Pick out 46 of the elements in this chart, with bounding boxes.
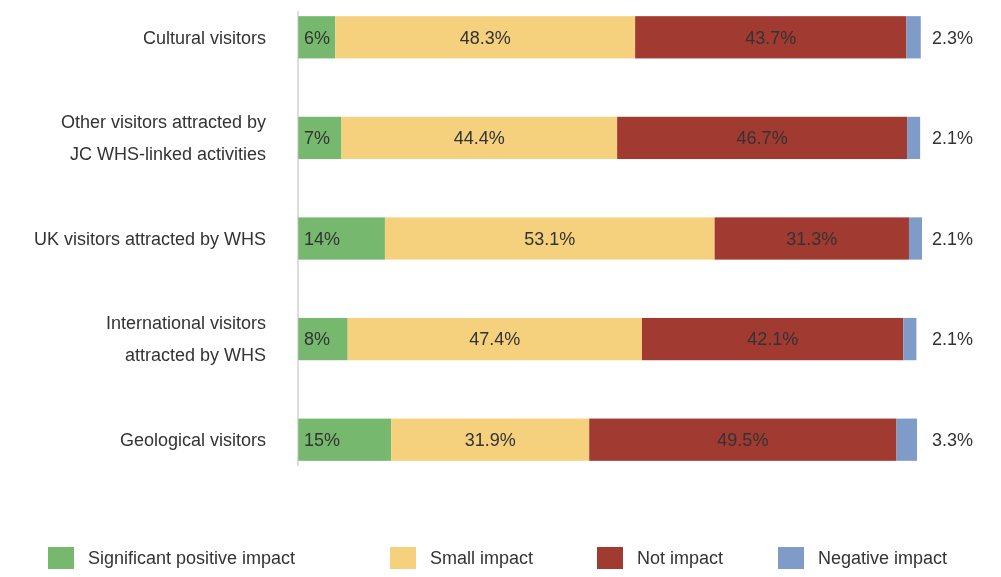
data-label: 49.5% (717, 430, 769, 450)
data-label: 31.9% (464, 430, 516, 450)
bar (298, 418, 392, 461)
bar (384, 217, 715, 260)
data-label: 44.4% (453, 128, 505, 149)
bar (617, 116, 908, 160)
bar (714, 217, 909, 260)
data-label: 7% (304, 128, 331, 149)
bar (589, 418, 897, 461)
data-label: 6% (304, 27, 331, 48)
y-tick-label: Other visitors attracted by JC WHS-linked activities (60, 112, 266, 165)
bar (391, 418, 590, 461)
bar (903, 317, 917, 361)
data-label: 43.7% (745, 27, 797, 48)
bar (347, 317, 642, 361)
legend-label: Small impact (430, 548, 534, 569)
legend-label: Not impact (637, 548, 724, 569)
data-label: 3.3% (932, 430, 974, 450)
data-label: 8% (304, 329, 331, 350)
y-tick-label: Geological visitors (119, 430, 266, 450)
legend-label: Negative impact (818, 548, 948, 569)
data-label: 46.7% (736, 128, 788, 149)
data-label: 2.1% (932, 228, 974, 249)
data-label: 31.3% (786, 228, 838, 249)
bar (298, 217, 385, 260)
bar (896, 418, 918, 461)
y-tick-label: International visitors attracted by WHS (105, 313, 266, 366)
data-label: 2.1% (932, 128, 974, 149)
bar (908, 217, 922, 260)
bar (635, 16, 907, 59)
bar (641, 317, 904, 361)
bar (907, 116, 921, 160)
y-tick-label: Cultural visitors (142, 27, 266, 48)
data-label: 2.3% (932, 27, 974, 48)
bar (335, 16, 636, 59)
data-label: 47.4% (469, 329, 521, 350)
data-label: 48.3% (459, 27, 511, 48)
bar (906, 16, 921, 59)
data-label: 53.1% (524, 228, 576, 249)
bar (341, 116, 618, 160)
legend-label: Significant positive impact (88, 548, 296, 569)
y-tick-label: UK visitors attracted by WHS (33, 228, 266, 249)
data-label: 42.1% (747, 329, 799, 350)
data-label: 14% (304, 228, 341, 249)
data-label: 15% (304, 430, 341, 450)
data-label: 2.1% (932, 329, 974, 350)
